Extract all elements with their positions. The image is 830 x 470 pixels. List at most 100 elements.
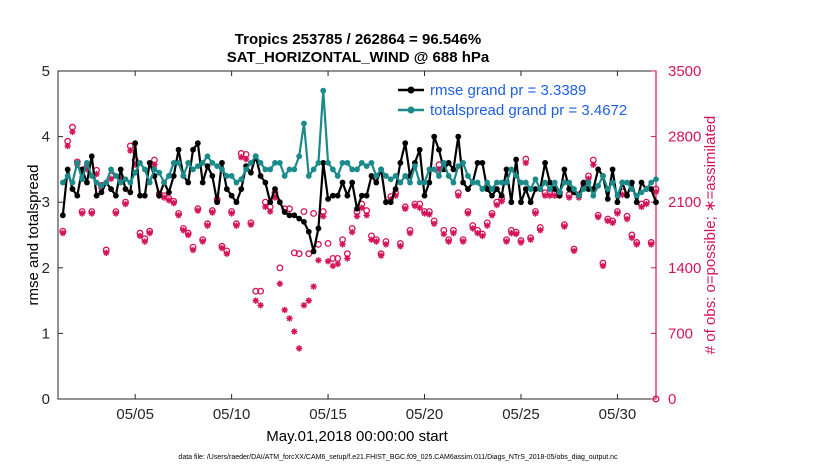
totalspread-point [166, 173, 172, 179]
totalspread-point [223, 173, 230, 179]
rmse-point [460, 179, 466, 186]
rmse-point [421, 192, 428, 199]
totalspread-point [344, 159, 351, 166]
rmse-point [431, 133, 438, 140]
totalspread-point [301, 120, 307, 127]
obs-assimilated-marker [107, 175, 115, 182]
totalspread-point [103, 179, 110, 186]
totalspread-point [272, 159, 278, 166]
totalspread-point [387, 176, 394, 183]
obs-assimilated-marker [185, 231, 192, 239]
rmse-point [542, 159, 548, 166]
rmse-point [653, 199, 659, 206]
x-axis-label: May.01,2018 00:00:00 start [266, 428, 448, 445]
obs-assimilated-marker [78, 210, 86, 217]
totalspread-point [585, 179, 592, 186]
rmse-point [146, 159, 153, 166]
totalspread-point [219, 166, 225, 173]
rmse-point [209, 173, 216, 179]
obs-possible-marker [652, 395, 660, 403]
obs-assimilated-marker [532, 210, 539, 217]
rmse-point [166, 189, 172, 196]
rmse-point [479, 159, 486, 166]
obs-assimilated-marker [112, 210, 120, 217]
series-lines [59, 87, 659, 255]
obs-assimilated-marker [493, 201, 501, 209]
obs-assimilated-marker [170, 199, 177, 207]
totalspread-point [498, 179, 505, 186]
totalspread-point [373, 173, 380, 179]
totalspread-point [638, 189, 645, 196]
rmse-point [194, 140, 201, 147]
rmse-point [329, 192, 336, 199]
rmse-point [508, 199, 515, 206]
totalspread-point [503, 179, 510, 186]
totalspread-point [619, 179, 626, 186]
rmse-point [580, 179, 587, 186]
totalspread-point [305, 173, 312, 179]
totalspread-point [276, 159, 283, 166]
totalspread-point [407, 179, 413, 186]
rmse-point [132, 140, 139, 147]
rmse-point [320, 159, 327, 166]
totalspread-line [61, 89, 657, 197]
y-axis-label-right: # of obs: o=possible; ∗=assimilated [702, 116, 719, 355]
totalspread-point [79, 176, 86, 183]
rmse-point [156, 192, 163, 199]
obs-assimilated-marker [484, 222, 491, 229]
rmse-point [368, 173, 375, 179]
rmse-point [276, 199, 283, 206]
obs-assimilated-marker [440, 230, 448, 238]
obs-assimilated-marker [430, 220, 438, 227]
obs-assimilated-marker [474, 229, 481, 237]
obs-assimilated-marker [397, 243, 404, 250]
totalspread-point [604, 186, 611, 192]
totalspread-point [199, 159, 206, 166]
totalspread-point [214, 163, 221, 170]
rmse-point [257, 173, 264, 179]
totalspread-point [484, 179, 491, 186]
totalspread-point [257, 159, 264, 166]
totalspread-point [518, 179, 524, 186]
totalspread-point [643, 186, 650, 192]
obs-assimilated-marker [382, 241, 390, 248]
rmse-point [604, 196, 611, 202]
obs-assimilated-marker [204, 222, 211, 229]
totalspread-point [248, 159, 254, 166]
totalspread-point [402, 173, 409, 179]
rmse-point [219, 159, 225, 166]
totalspread-point [392, 173, 399, 179]
obs-assimilated-marker [141, 238, 149, 245]
totalspread-point [547, 186, 553, 192]
rmse-point [445, 159, 452, 166]
totalspread-point [474, 179, 481, 186]
obs-assimilated-marker [416, 204, 423, 212]
totalspread-point [460, 159, 466, 166]
totalspread-point [84, 159, 90, 166]
totalspread-point [556, 189, 563, 196]
rmse-point [628, 179, 635, 186]
legend-marker-rmse [407, 86, 415, 94]
obs-count-markers [59, 123, 660, 403]
totalspread-point [127, 179, 134, 186]
rmse-point [281, 209, 288, 215]
rmse-point [614, 199, 621, 206]
obs-assimilated-marker [604, 217, 611, 225]
totalspread-point [170, 159, 177, 166]
obs-possible-marker [300, 208, 308, 216]
rmse-point [117, 166, 124, 173]
obs-assimilated-marker [209, 209, 216, 216]
totalspread-point [450, 179, 457, 186]
rmse-point [387, 199, 394, 206]
totalspread-point [98, 182, 105, 189]
rmse-point [122, 186, 129, 192]
totalspread-point [112, 173, 119, 179]
totalspread-point [653, 176, 659, 183]
obs-assimilated-marker [609, 219, 616, 227]
obs-assimilated-marker [160, 194, 168, 201]
rmse-point [624, 192, 630, 199]
y-tick-label-right: 700 [668, 325, 693, 342]
totalspread-point [489, 186, 495, 192]
rmse-point [108, 186, 114, 192]
